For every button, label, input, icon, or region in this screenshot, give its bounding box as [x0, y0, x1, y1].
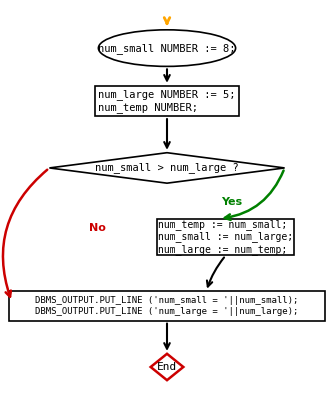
Text: num_small NUMBER := 8;: num_small NUMBER := 8;	[98, 43, 236, 54]
Text: End: End	[157, 362, 177, 372]
Text: num_temp := num_small;
num_small := num_large;
num_large := num_temp;: num_temp := num_small; num_small := num_…	[158, 219, 293, 255]
Ellipse shape	[99, 30, 235, 66]
FancyBboxPatch shape	[157, 219, 294, 255]
Text: num_small > num_large ?: num_small > num_large ?	[95, 162, 239, 173]
FancyBboxPatch shape	[9, 292, 325, 321]
Text: DBMS_OUTPUT.PUT_LINE ('num_small = '||num_small);
DBMS_OUTPUT.PUT_LINE ('num_lar: DBMS_OUTPUT.PUT_LINE ('num_small = '||nu…	[35, 297, 299, 316]
Text: num_large NUMBER := 5;
num_temp NUMBER;: num_large NUMBER := 5; num_temp NUMBER;	[98, 89, 236, 112]
Polygon shape	[151, 354, 183, 380]
Text: No: No	[89, 223, 106, 233]
Polygon shape	[49, 153, 285, 183]
Text: Yes: Yes	[221, 196, 242, 207]
FancyBboxPatch shape	[95, 85, 239, 116]
